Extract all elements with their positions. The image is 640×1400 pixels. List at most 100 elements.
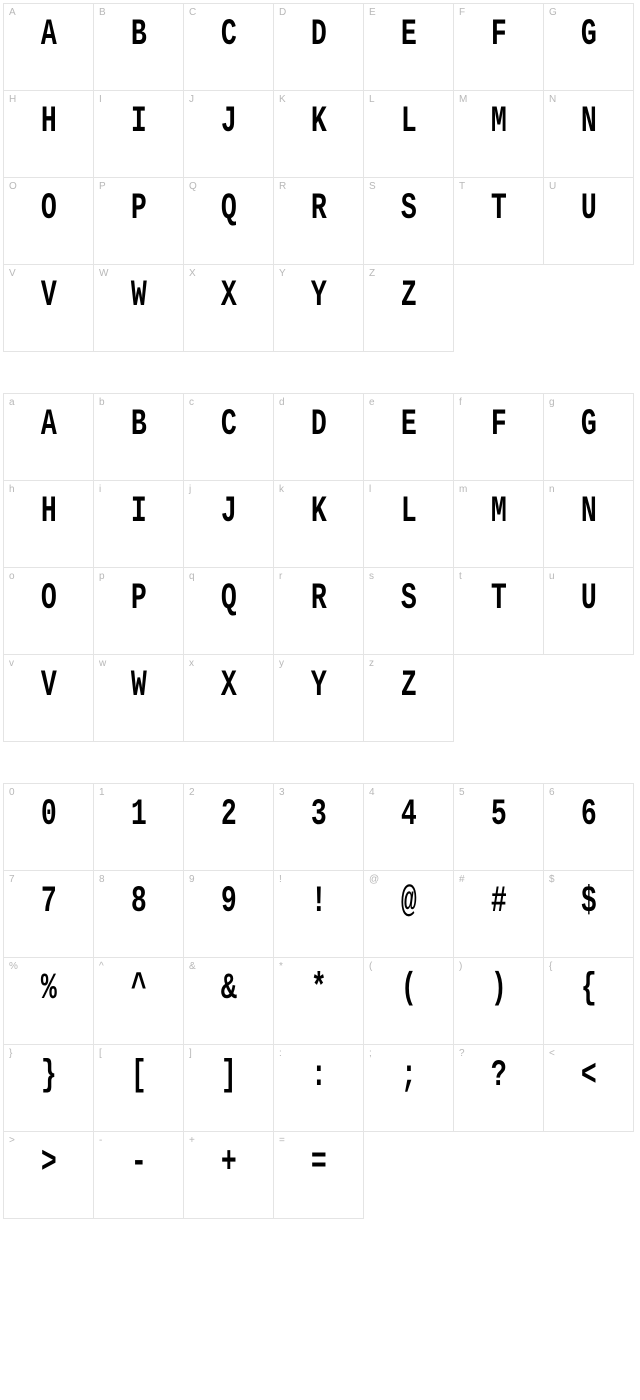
cell-glyph: X	[194, 277, 263, 314]
cell-glyph: P	[104, 190, 173, 227]
cell-glyph: {	[554, 970, 623, 1007]
glyph-cell: wW	[93, 654, 184, 742]
cell-label: *	[279, 961, 283, 972]
section-uppercase: AABBCCDDEEFFGGHHIIJJKKLLMMNNOOPPQQRRSSTT…	[4, 4, 640, 352]
cell-label: :	[279, 1048, 282, 1059]
glyph-cell: kK	[273, 480, 364, 568]
glyph-cell: mM	[453, 480, 544, 568]
glyph-cell: eE	[363, 393, 454, 481]
cell-label: i	[99, 484, 101, 495]
glyph-grid: AABBCCDDEEFFGGHHIIJJKKLLMMNNOOPPQQRRSSTT…	[4, 4, 640, 352]
cell-glyph: Z	[374, 277, 443, 314]
glyph-cell: iI	[93, 480, 184, 568]
cell-label: l	[369, 484, 371, 495]
cell-label: t	[459, 571, 462, 582]
cell-glyph: X	[194, 667, 263, 704]
glyph-cell: CC	[183, 3, 274, 91]
cell-label: }	[9, 1048, 12, 1059]
cell-glyph: S	[374, 580, 443, 617]
cell-glyph: A	[14, 406, 83, 443]
cell-glyph: I	[104, 493, 173, 530]
glyph-cell: ??	[453, 1044, 544, 1132]
cell-glyph: Q	[194, 190, 263, 227]
glyph-cell: 77	[3, 870, 94, 958]
cell-label: !	[279, 874, 282, 885]
glyph-cell: %%	[3, 957, 94, 1045]
glyph-cell: PP	[93, 177, 184, 265]
glyph-cell: DD	[273, 3, 364, 91]
cell-glyph: T	[464, 580, 533, 617]
cell-glyph: R	[284, 190, 353, 227]
glyph-cell: ((	[363, 957, 454, 1045]
cell-glyph: B	[104, 406, 173, 443]
cell-glyph: ;	[374, 1057, 443, 1094]
cell-glyph: 2	[194, 796, 263, 833]
cell-glyph: N	[554, 103, 623, 140]
cell-glyph: #	[464, 883, 533, 920]
glyph-cell: 55	[453, 783, 544, 871]
cell-label: (	[369, 961, 372, 972]
glyph-cell: @@	[363, 870, 454, 958]
cell-glyph: V	[14, 667, 83, 704]
glyph-cell: oO	[3, 567, 94, 655]
character-map: AABBCCDDEEFFGGHHIIJJKKLLMMNNOOPPQQRRSSTT…	[4, 4, 640, 1219]
glyph-cell: lL	[363, 480, 454, 568]
glyph-cell: MM	[453, 90, 544, 178]
glyph-cell: RR	[273, 177, 364, 265]
cell-glyph: M	[464, 103, 533, 140]
glyph-cell: jJ	[183, 480, 274, 568]
cell-glyph: C	[194, 406, 263, 443]
glyph-cell: ::	[273, 1044, 364, 1132]
glyph-cell: 66	[543, 783, 634, 871]
glyph-cell: BB	[93, 3, 184, 91]
glyph-cell: 99	[183, 870, 274, 958]
glyph-cell: }}	[3, 1044, 94, 1132]
cell-glyph: 4	[374, 796, 443, 833]
glyph-cell: xX	[183, 654, 274, 742]
cell-glyph: &	[194, 970, 263, 1007]
glyph-cell: ++	[183, 1131, 274, 1219]
cell-glyph: M	[464, 493, 533, 530]
glyph-grid: aAbBcCdDeEfFgGhHiIjJkKlLmMnNoOpPqQrRsStT…	[4, 394, 640, 742]
glyph-cell: ##	[453, 870, 544, 958]
glyph-cell: II	[93, 90, 184, 178]
section-numbers-symbols: 00112233445566778899!!@@##$$%%^^&&**(())…	[4, 784, 640, 1219]
cell-label: j	[189, 484, 191, 495]
cell-glyph: R	[284, 580, 353, 617]
glyph-cell: bB	[93, 393, 184, 481]
cell-glyph: (	[374, 970, 443, 1007]
cell-glyph: =	[284, 1144, 353, 1181]
cell-glyph: J	[194, 103, 263, 140]
cell-glyph: I	[104, 103, 173, 140]
cell-glyph: }	[14, 1057, 83, 1094]
cell-label: [	[99, 1048, 102, 1059]
cell-glyph: V	[14, 277, 83, 314]
cell-glyph: K	[284, 103, 353, 140]
glyph-cell: YY	[273, 264, 364, 352]
glyph-cell: GG	[543, 3, 634, 91]
cell-label: -	[99, 1135, 102, 1146]
cell-glyph: :	[284, 1057, 353, 1094]
cell-glyph: W	[104, 667, 173, 704]
cell-glyph: -	[104, 1144, 173, 1181]
cell-glyph: B	[104, 16, 173, 53]
glyph-cell: cC	[183, 393, 274, 481]
glyph-cell: **	[273, 957, 364, 1045]
glyph-cell: pP	[93, 567, 184, 655]
cell-label: ]	[189, 1048, 192, 1059]
cell-glyph: 5	[464, 796, 533, 833]
glyph-cell: gG	[543, 393, 634, 481]
glyph-grid: 00112233445566778899!!@@##$$%%^^&&**(())…	[4, 784, 640, 1219]
cell-glyph: T	[464, 190, 533, 227]
glyph-cell: tT	[453, 567, 544, 655]
glyph-cell: SS	[363, 177, 454, 265]
glyph-cell: ;;	[363, 1044, 454, 1132]
cell-glyph: O	[14, 190, 83, 227]
cell-glyph: F	[464, 406, 533, 443]
cell-glyph: <	[554, 1057, 623, 1094]
cell-glyph: G	[554, 406, 623, 443]
cell-glyph: P	[104, 580, 173, 617]
glyph-cell: rR	[273, 567, 364, 655]
glyph-cell: LL	[363, 90, 454, 178]
cell-glyph: *	[284, 970, 353, 1007]
